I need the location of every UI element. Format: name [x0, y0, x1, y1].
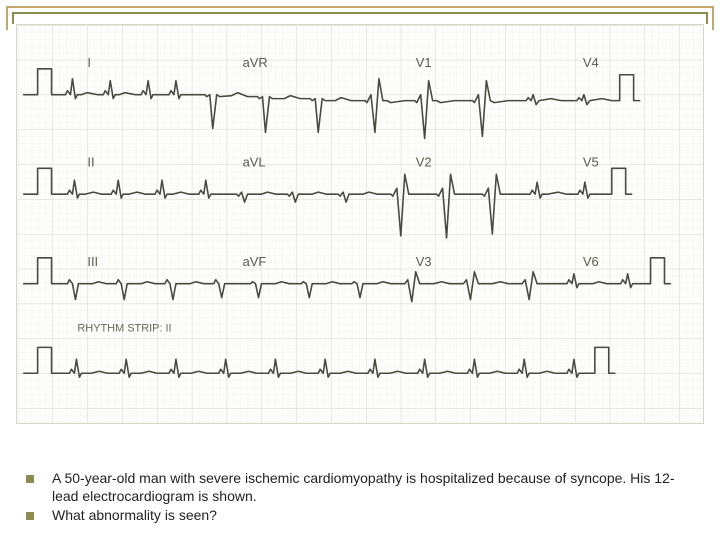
bullet-marker-icon: [26, 512, 34, 520]
bullet-item: What abnormality is seen?: [26, 507, 694, 525]
ecg-image: I aVR V1 V4 II aVL V2 V5 III aVF V3 V6 R…: [16, 24, 704, 424]
lead-label-aVF: aVF: [243, 254, 267, 269]
slide-container: I aVR V1 V4 II aVL V2 V5 III aVF V3 V6 R…: [0, 0, 720, 540]
bullet-marker-icon: [26, 475, 34, 483]
ecg-svg: I aVR V1 V4 II aVL V2 V5 III aVF V3 V6 R…: [17, 25, 703, 423]
lead-label-V4: V4: [583, 55, 599, 70]
lead-label-V3: V3: [416, 254, 432, 269]
bullet-item: A 50-year-old man with severe ischemic c…: [26, 470, 694, 505]
lead-label-III: III: [87, 254, 98, 269]
lead-label-II: II: [87, 154, 94, 169]
rhythm-strip-label: RHYTHM STRIP: II: [77, 322, 171, 334]
bullet-text-1: A 50-year-old man with severe ischemic c…: [52, 470, 694, 505]
lead-label-V1: V1: [416, 55, 432, 70]
lead-label-aVR: aVR: [243, 55, 268, 70]
lead-label-I: I: [87, 55, 91, 70]
lead-label-aVL: aVL: [243, 154, 266, 169]
lead-label-V2: V2: [416, 154, 432, 169]
lead-label-V6: V6: [583, 254, 599, 269]
lead-label-V5: V5: [583, 154, 599, 169]
bullet-list: A 50-year-old man with severe ischemic c…: [26, 470, 694, 527]
bullet-text-2: What abnormality is seen?: [52, 507, 217, 525]
ecg-grid: [18, 25, 703, 423]
frame-inner: [12, 12, 708, 24]
